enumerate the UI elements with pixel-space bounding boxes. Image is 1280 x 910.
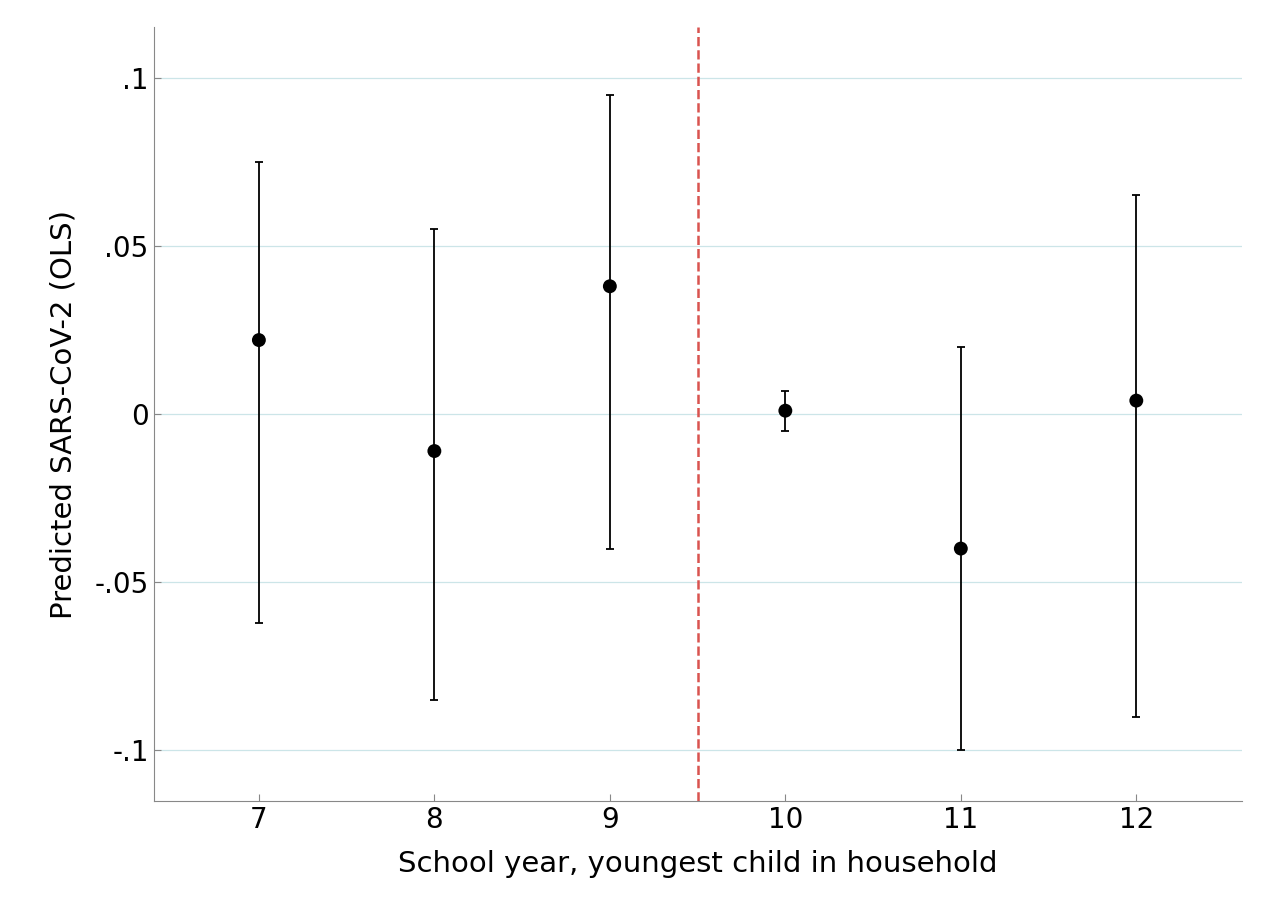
Y-axis label: Predicted SARS-CoV-2 (OLS): Predicted SARS-CoV-2 (OLS): [50, 209, 78, 619]
X-axis label: School year, youngest child in household: School year, youngest child in household: [398, 850, 997, 878]
Point: [424, 444, 444, 459]
Point: [1126, 393, 1147, 408]
Point: [248, 333, 269, 348]
Point: [776, 403, 796, 418]
Point: [951, 541, 972, 556]
Point: [599, 279, 620, 294]
